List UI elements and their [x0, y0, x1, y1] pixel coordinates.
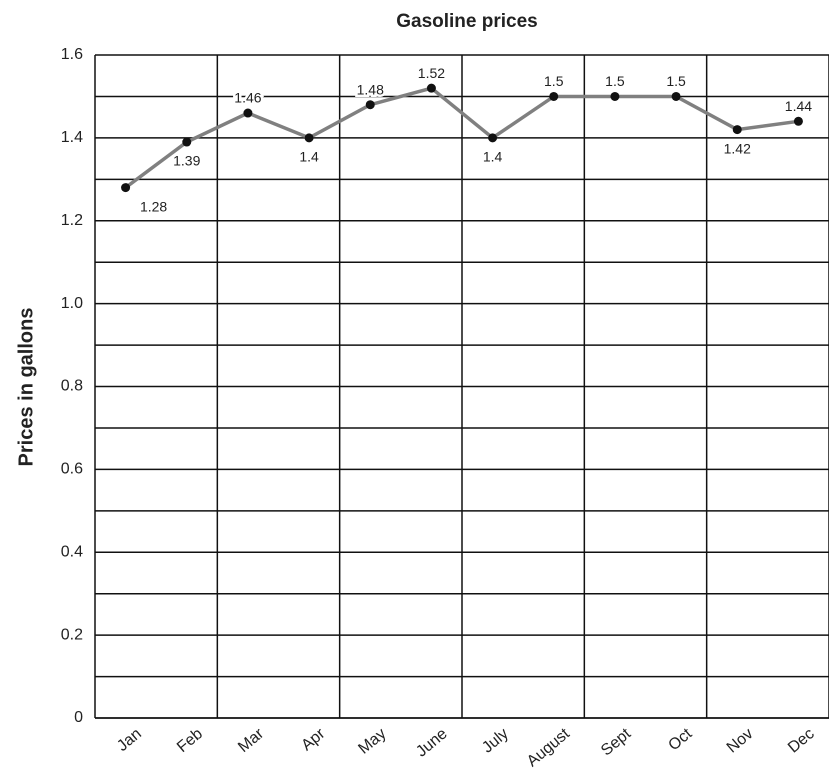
y-tick-label: 1.0: [61, 295, 83, 312]
x-tick-label: August: [524, 725, 574, 770]
x-tick-label: Apr: [298, 725, 329, 754]
chart-title: Gasoline prices: [396, 11, 538, 32]
data-label: 1.5: [666, 73, 686, 89]
data-label: 1.4: [483, 149, 503, 165]
point: [732, 125, 742, 135]
y-tick-label: 0: [74, 709, 83, 726]
x-tick-label: Jan: [114, 725, 145, 755]
data-label: 1.5: [544, 73, 564, 89]
point: [182, 137, 192, 147]
y-tick-label: 0.8: [61, 378, 83, 395]
data-label: 1.4: [299, 149, 319, 165]
y-tick-label: 1.4: [61, 129, 83, 146]
y-tick-label: 1.6: [61, 46, 83, 63]
data-label: 1.42: [724, 140, 751, 156]
data-label: 1.39: [173, 153, 200, 169]
y-tick-label: 0.2: [61, 626, 83, 643]
point: [488, 133, 498, 143]
y-tick-label: 0.6: [61, 461, 83, 478]
y-axis-title: Prices in gallons: [15, 308, 37, 467]
x-tick-label: Mar: [235, 725, 268, 756]
data-label: 1.44: [785, 98, 812, 114]
y-tick-label: 0.4: [61, 543, 83, 560]
point: [426, 83, 436, 93]
x-tick-label: Nov: [724, 725, 757, 756]
x-tick-label: Sept: [598, 725, 635, 760]
line: [124, 86, 799, 190]
data-label: 1.46: [234, 90, 261, 106]
data-label: 1.28: [140, 198, 167, 214]
point: [549, 91, 559, 101]
x-tick-label: July: [479, 725, 512, 756]
point: [121, 183, 131, 193]
point: [793, 116, 803, 126]
point: [243, 108, 253, 118]
point: [671, 91, 681, 101]
point: [304, 133, 314, 143]
x-tick-label: Dec: [785, 725, 818, 756]
data-label: 1.52: [418, 65, 445, 81]
x-tick-label: June: [413, 725, 451, 760]
point: [610, 91, 620, 101]
x-tick-label: Feb: [174, 725, 206, 756]
x-tick-label: May: [355, 725, 389, 757]
y-tick-label: 1.2: [61, 212, 83, 229]
x-tick-label: Oct: [665, 725, 695, 754]
data-label: 1.48: [357, 81, 384, 97]
point: [365, 100, 375, 110]
data-label: 1.5: [605, 73, 625, 89]
